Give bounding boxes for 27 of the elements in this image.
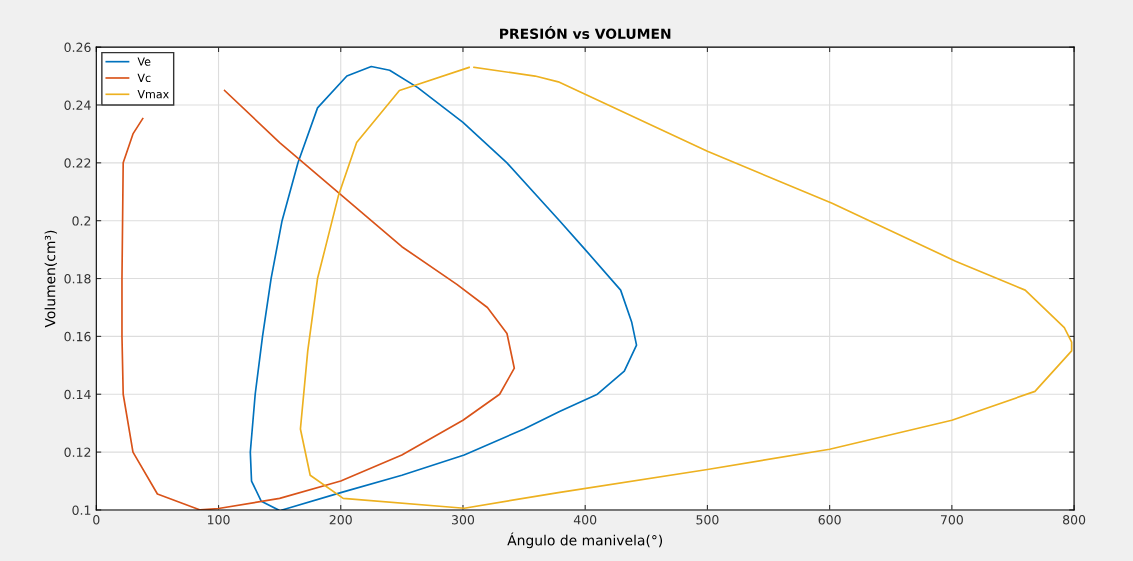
y-tick-label: 0.2 bbox=[72, 216, 91, 226]
legend-label: Vc bbox=[137, 73, 151, 83]
x-tick-label: 0 bbox=[93, 515, 100, 525]
y-tick-label: 0.24 bbox=[64, 100, 91, 110]
y-tick-label: 0.18 bbox=[64, 274, 91, 284]
legend-label: Ve bbox=[137, 57, 151, 66]
line-series bbox=[299, 66, 1073, 510]
x-tick-label: 500 bbox=[696, 515, 719, 525]
y-tick-label: 0.16 bbox=[64, 331, 91, 342]
x-tick-label: 800 bbox=[1063, 515, 1086, 525]
y-tick-label: 0.22 bbox=[64, 158, 91, 168]
y-tick-label: 0.26 bbox=[64, 42, 91, 53]
x-tick-label: 300 bbox=[452, 515, 475, 525]
chart-title: PRESIÓN vs VOLUMEN bbox=[500, 25, 671, 39]
x-tick-label: 700 bbox=[940, 515, 963, 525]
y-tick-label: 0.14 bbox=[64, 389, 91, 400]
legend-label: Vmax bbox=[137, 90, 169, 99]
x-tick-label: 100 bbox=[207, 515, 230, 525]
x-tick-label: 400 bbox=[573, 515, 597, 525]
y-tick-label: 0.1 bbox=[72, 505, 91, 515]
y-tick-label: 0.12 bbox=[64, 447, 91, 458]
x-axis-title: Ángulo de manivela(°) bbox=[507, 532, 663, 549]
x-tick-label: 600 bbox=[818, 515, 841, 525]
y-axis-title: Volumen(cm³) bbox=[44, 230, 57, 328]
x-tick-label: 200 bbox=[329, 515, 352, 525]
line-series bbox=[249, 65, 638, 510]
line-series bbox=[121, 89, 516, 510]
